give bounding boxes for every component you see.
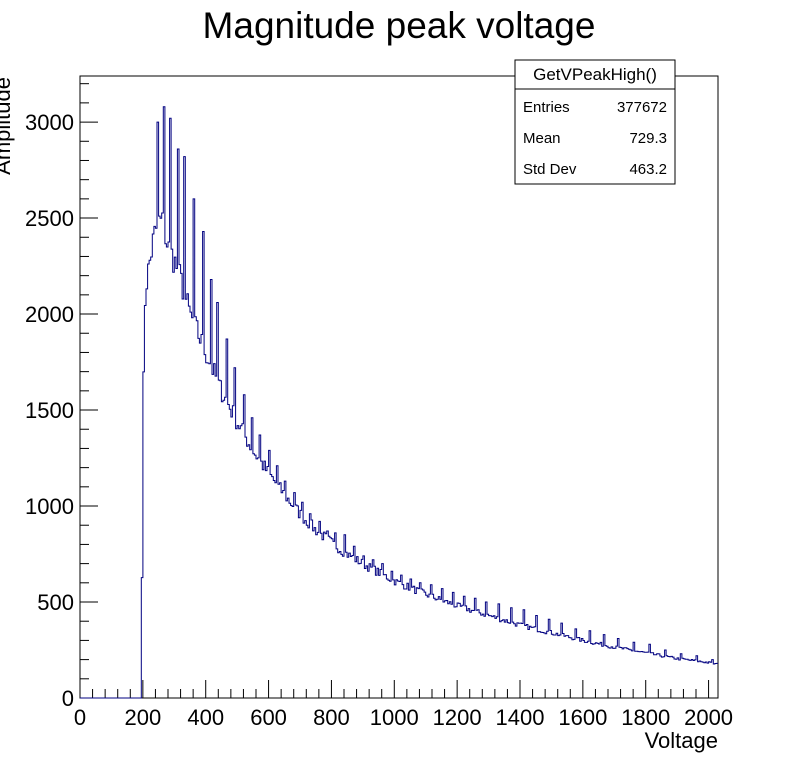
y-tick-label: 0 [62, 686, 74, 711]
stats-mean-value: 729.3 [629, 130, 667, 147]
axis-ticks [79, 83, 710, 699]
y-tick-label: 2000 [25, 302, 74, 327]
x-tick-label: 400 [187, 705, 224, 730]
x-tick-label: 1800 [621, 705, 670, 730]
stats-box-title: GetVPeakHigh() [533, 65, 657, 84]
axis-tick-labels: 0 200 400 600 800 1000 1200 1400 1600 1800 2000 0 50… [25, 110, 733, 730]
y-tick-label: 2500 [25, 206, 74, 231]
stats-stddev-value: 463.2 [629, 161, 667, 178]
stats-mean-label: Mean [523, 130, 561, 147]
y-axis-title: Amplitude [0, 77, 15, 175]
plot-frame [79, 75, 719, 699]
x-tick-label: 1000 [370, 705, 419, 730]
x-tick-label: 600 [250, 705, 287, 730]
x-tick-label: 800 [313, 705, 350, 730]
y-tick-label: 1000 [25, 494, 74, 519]
x-tick-label: 1600 [558, 705, 607, 730]
y-tick-label: 500 [37, 590, 74, 615]
x-tick-label: 1400 [496, 705, 545, 730]
stats-box-frame [514, 59, 676, 185]
y-tick-label: 3000 [25, 110, 74, 135]
x-tick-label: 200 [124, 705, 161, 730]
stats-entries-value: 377672 [617, 99, 667, 116]
stats-box: GetVPeakHigh() Entries 377672 Mean 729.3… [514, 59, 676, 185]
x-tick-label: 2000 [684, 705, 733, 730]
stats-entries-label: Entries [523, 99, 570, 116]
histogram-line [80, 106, 718, 699]
chart-title: Magnitude peak voltage [203, 5, 596, 46]
x-tick-label: 1200 [433, 705, 482, 730]
stats-stddev-label: Std Dev [523, 161, 577, 178]
x-axis-title: Voltage [645, 728, 718, 753]
x-tick-label: 0 [74, 705, 86, 730]
y-tick-label: 1500 [25, 398, 74, 423]
